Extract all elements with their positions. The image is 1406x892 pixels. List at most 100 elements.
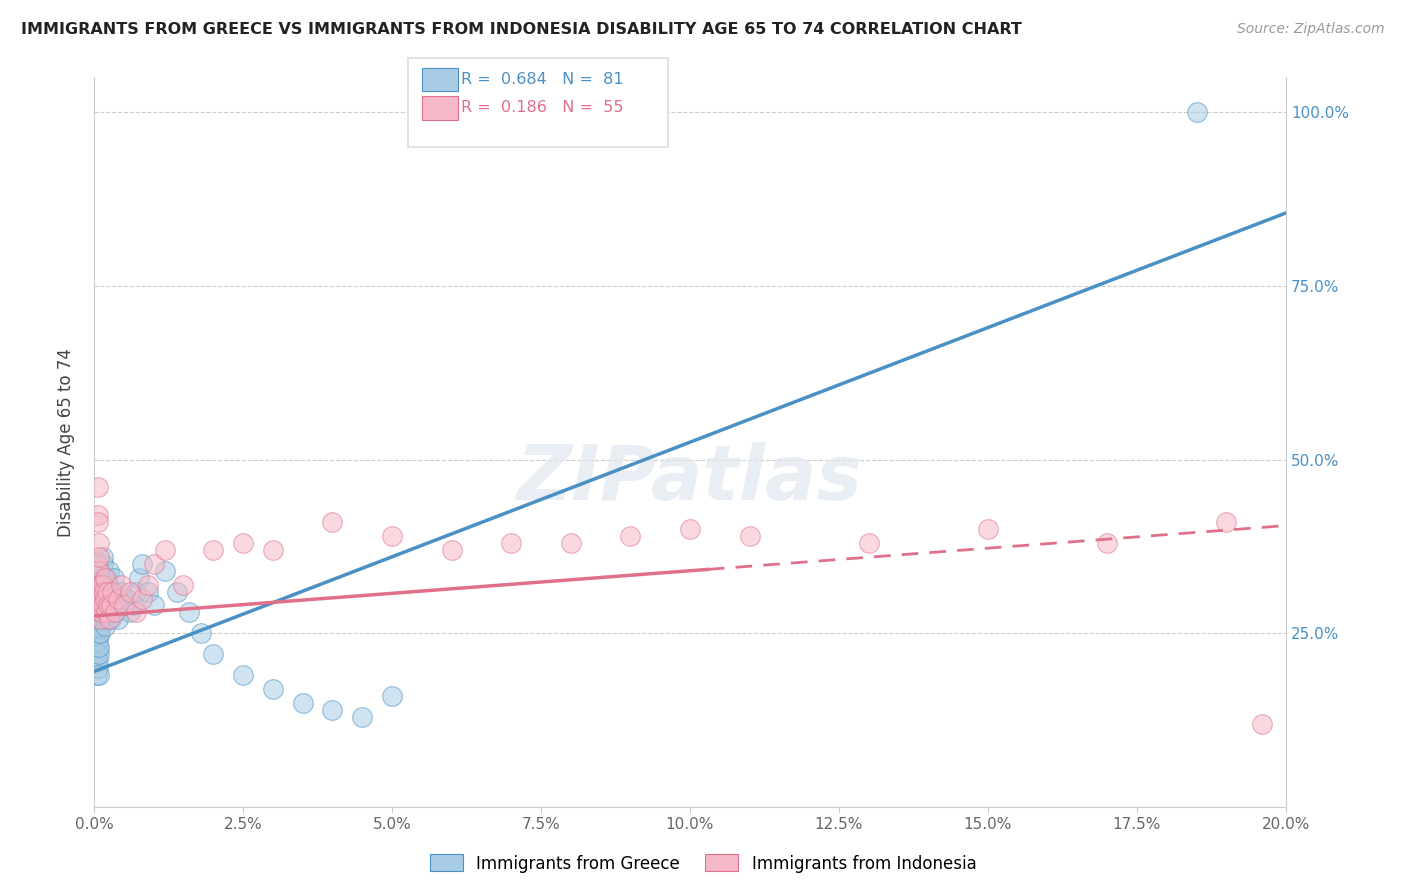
Point (202, 542, 225, 557)
Point (321, 703, 343, 717)
Point (110, 584, 132, 599)
Point (87, 647, 110, 661)
Point (91, 591, 114, 606)
Point (89, 549, 111, 564)
Point (86, 619, 108, 633)
Point (124, 584, 146, 599)
Point (202, 647, 225, 661)
Point (105, 591, 128, 606)
Point (89, 612, 111, 626)
Point (93, 584, 115, 599)
Point (84, 599, 107, 613)
Point (90, 577, 112, 591)
Point (87, 480, 110, 494)
Point (91, 577, 114, 591)
Point (87, 515, 110, 529)
Point (190, 626, 212, 640)
Point (84, 654, 107, 668)
Point (86, 661, 108, 675)
Point (1251, 716, 1274, 731)
Point (87, 668, 110, 682)
Point (110, 577, 132, 591)
Point (858, 536, 880, 550)
Point (94, 619, 117, 633)
Point (89, 619, 111, 633)
Text: IMMIGRANTS FROM GREECE VS IMMIGRANTS FROM INDONESIA DISABILITY AGE 65 TO 74 CORR: IMMIGRANTS FROM GREECE VS IMMIGRANTS FRO… (21, 22, 1022, 37)
Point (619, 529, 641, 543)
Point (90, 599, 112, 613)
Point (93, 571, 115, 585)
Point (93, 571, 115, 585)
Point (172, 577, 194, 591)
Point (87, 606, 110, 620)
Point (86, 508, 108, 523)
Point (96, 606, 118, 620)
Point (97, 599, 120, 613)
Point (738, 529, 761, 543)
Point (381, 529, 404, 543)
Point (115, 591, 138, 606)
Point (131, 591, 153, 606)
Point (104, 606, 127, 620)
Point (86, 557, 108, 571)
Point (89, 591, 111, 606)
Point (87, 626, 110, 640)
Point (98, 612, 121, 626)
Point (87, 633, 110, 648)
Point (89, 612, 111, 626)
Point (93, 584, 115, 599)
Point (89, 591, 111, 606)
Point (89, 640, 111, 655)
Point (86, 668, 108, 682)
Point (94, 591, 117, 606)
Point (93, 612, 115, 626)
Point (97, 564, 120, 578)
Point (89, 577, 111, 591)
Point (118, 584, 141, 599)
Point (107, 591, 129, 606)
Point (101, 584, 124, 599)
Point (679, 522, 702, 536)
Point (84, 640, 107, 655)
Point (118, 606, 141, 620)
Point (155, 564, 177, 578)
Point (87, 536, 110, 550)
Point (89, 577, 111, 591)
Point (977, 522, 1000, 536)
Point (93, 591, 115, 606)
Point (97, 577, 120, 591)
Point (560, 536, 582, 550)
Point (90, 606, 112, 620)
Point (93, 599, 115, 613)
Point (501, 536, 523, 550)
Text: R =  0.186   N =  55: R = 0.186 N = 55 (461, 101, 624, 115)
Point (90, 606, 112, 620)
Point (91, 571, 114, 585)
Point (90, 584, 112, 599)
Point (86, 584, 108, 599)
Point (94, 606, 117, 620)
Point (91, 577, 114, 591)
Point (179, 606, 201, 620)
Point (121, 599, 143, 613)
Point (100, 599, 122, 613)
Point (93, 549, 115, 564)
Point (262, 681, 284, 696)
Point (87, 564, 110, 578)
Point (440, 542, 463, 557)
Point (107, 612, 129, 626)
Point (90, 591, 112, 606)
Point (89, 591, 111, 606)
Point (136, 584, 159, 599)
Point (86, 647, 108, 661)
Point (101, 599, 124, 613)
Point (98, 584, 121, 599)
Point (101, 584, 124, 599)
Point (142, 557, 165, 571)
Text: Source: ZipAtlas.com: Source: ZipAtlas.com (1237, 22, 1385, 37)
Point (91, 584, 114, 599)
Point (321, 515, 343, 529)
Point (142, 599, 165, 613)
Point (98, 606, 121, 620)
Point (89, 564, 111, 578)
